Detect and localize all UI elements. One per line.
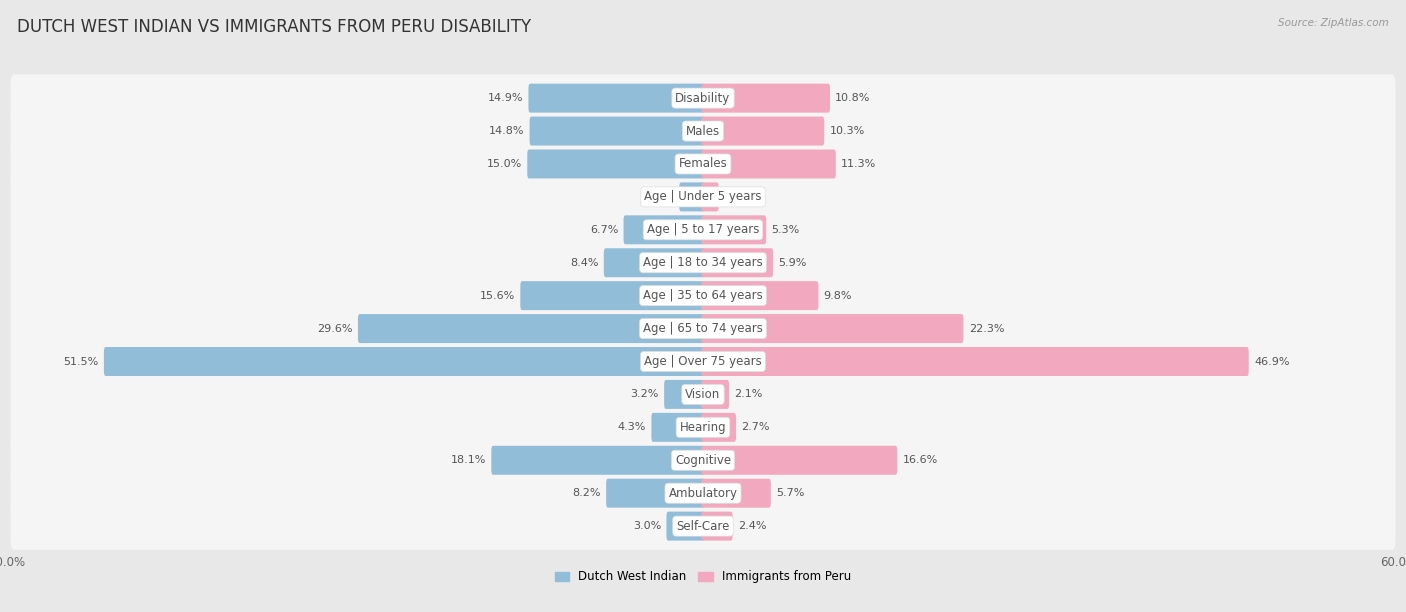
Text: Age | Under 5 years: Age | Under 5 years xyxy=(644,190,762,203)
FancyBboxPatch shape xyxy=(702,116,824,146)
Text: 6.7%: 6.7% xyxy=(591,225,619,235)
FancyBboxPatch shape xyxy=(702,479,770,508)
FancyBboxPatch shape xyxy=(10,469,1396,517)
Text: Cognitive: Cognitive xyxy=(675,453,731,467)
Text: Age | Over 75 years: Age | Over 75 years xyxy=(644,355,762,368)
Text: 11.3%: 11.3% xyxy=(841,159,876,169)
Text: 22.3%: 22.3% xyxy=(969,324,1004,334)
Text: 5.7%: 5.7% xyxy=(776,488,804,498)
Text: 3.2%: 3.2% xyxy=(630,389,659,400)
Text: Females: Females xyxy=(679,157,727,171)
Text: 1.9%: 1.9% xyxy=(645,192,673,202)
Text: 1.2%: 1.2% xyxy=(724,192,752,202)
Text: 10.3%: 10.3% xyxy=(830,126,865,136)
FancyBboxPatch shape xyxy=(104,347,704,376)
FancyBboxPatch shape xyxy=(702,84,830,113)
Text: 15.6%: 15.6% xyxy=(479,291,515,300)
FancyBboxPatch shape xyxy=(10,404,1396,451)
Text: Age | 18 to 34 years: Age | 18 to 34 years xyxy=(643,256,763,269)
Text: Vision: Vision xyxy=(685,388,721,401)
FancyBboxPatch shape xyxy=(491,446,704,475)
Text: 9.8%: 9.8% xyxy=(824,291,852,300)
FancyBboxPatch shape xyxy=(10,206,1396,253)
FancyBboxPatch shape xyxy=(702,446,897,475)
FancyBboxPatch shape xyxy=(10,502,1396,550)
Text: Disability: Disability xyxy=(675,92,731,105)
FancyBboxPatch shape xyxy=(651,413,704,442)
Text: 5.9%: 5.9% xyxy=(779,258,807,267)
FancyBboxPatch shape xyxy=(702,215,766,244)
FancyBboxPatch shape xyxy=(527,149,704,179)
FancyBboxPatch shape xyxy=(530,116,704,146)
FancyBboxPatch shape xyxy=(10,107,1396,155)
FancyBboxPatch shape xyxy=(679,182,704,211)
Text: Males: Males xyxy=(686,125,720,138)
FancyBboxPatch shape xyxy=(520,281,704,310)
Legend: Dutch West Indian, Immigrants from Peru: Dutch West Indian, Immigrants from Peru xyxy=(550,565,856,588)
FancyBboxPatch shape xyxy=(664,380,704,409)
FancyBboxPatch shape xyxy=(10,272,1396,319)
FancyBboxPatch shape xyxy=(10,239,1396,286)
FancyBboxPatch shape xyxy=(10,436,1396,484)
Text: 4.3%: 4.3% xyxy=(617,422,647,432)
FancyBboxPatch shape xyxy=(10,140,1396,188)
Text: Age | 35 to 64 years: Age | 35 to 64 years xyxy=(643,289,763,302)
FancyBboxPatch shape xyxy=(10,75,1396,122)
Text: 2.1%: 2.1% xyxy=(734,389,762,400)
Text: 51.5%: 51.5% xyxy=(63,357,98,367)
FancyBboxPatch shape xyxy=(359,314,704,343)
Text: Self-Care: Self-Care xyxy=(676,520,730,532)
Text: 2.4%: 2.4% xyxy=(738,521,766,531)
Text: 14.8%: 14.8% xyxy=(489,126,524,136)
Text: 5.3%: 5.3% xyxy=(772,225,800,235)
Text: 8.4%: 8.4% xyxy=(569,258,599,267)
Text: Hearing: Hearing xyxy=(679,421,727,434)
Text: 16.6%: 16.6% xyxy=(903,455,938,465)
FancyBboxPatch shape xyxy=(702,149,835,179)
FancyBboxPatch shape xyxy=(702,248,773,277)
FancyBboxPatch shape xyxy=(10,371,1396,418)
Text: 46.9%: 46.9% xyxy=(1254,357,1289,367)
FancyBboxPatch shape xyxy=(10,338,1396,385)
FancyBboxPatch shape xyxy=(603,248,704,277)
FancyBboxPatch shape xyxy=(529,84,704,113)
Text: 29.6%: 29.6% xyxy=(318,324,353,334)
Text: 10.8%: 10.8% xyxy=(835,93,870,103)
FancyBboxPatch shape xyxy=(702,281,818,310)
FancyBboxPatch shape xyxy=(702,314,963,343)
FancyBboxPatch shape xyxy=(10,305,1396,353)
Text: Source: ZipAtlas.com: Source: ZipAtlas.com xyxy=(1278,18,1389,28)
FancyBboxPatch shape xyxy=(702,347,1249,376)
Text: 18.1%: 18.1% xyxy=(451,455,486,465)
FancyBboxPatch shape xyxy=(702,380,730,409)
FancyBboxPatch shape xyxy=(606,479,704,508)
FancyBboxPatch shape xyxy=(10,173,1396,220)
Text: 2.7%: 2.7% xyxy=(741,422,769,432)
Text: Ambulatory: Ambulatory xyxy=(668,487,738,499)
Text: 3.0%: 3.0% xyxy=(633,521,661,531)
FancyBboxPatch shape xyxy=(666,512,704,540)
Text: 15.0%: 15.0% xyxy=(486,159,522,169)
Text: 8.2%: 8.2% xyxy=(572,488,600,498)
Text: Age | 5 to 17 years: Age | 5 to 17 years xyxy=(647,223,759,236)
FancyBboxPatch shape xyxy=(623,215,704,244)
FancyBboxPatch shape xyxy=(702,512,733,540)
Text: DUTCH WEST INDIAN VS IMMIGRANTS FROM PERU DISABILITY: DUTCH WEST INDIAN VS IMMIGRANTS FROM PER… xyxy=(17,18,531,36)
FancyBboxPatch shape xyxy=(702,413,737,442)
FancyBboxPatch shape xyxy=(702,182,718,211)
Text: Age | 65 to 74 years: Age | 65 to 74 years xyxy=(643,322,763,335)
Text: 14.9%: 14.9% xyxy=(488,93,523,103)
